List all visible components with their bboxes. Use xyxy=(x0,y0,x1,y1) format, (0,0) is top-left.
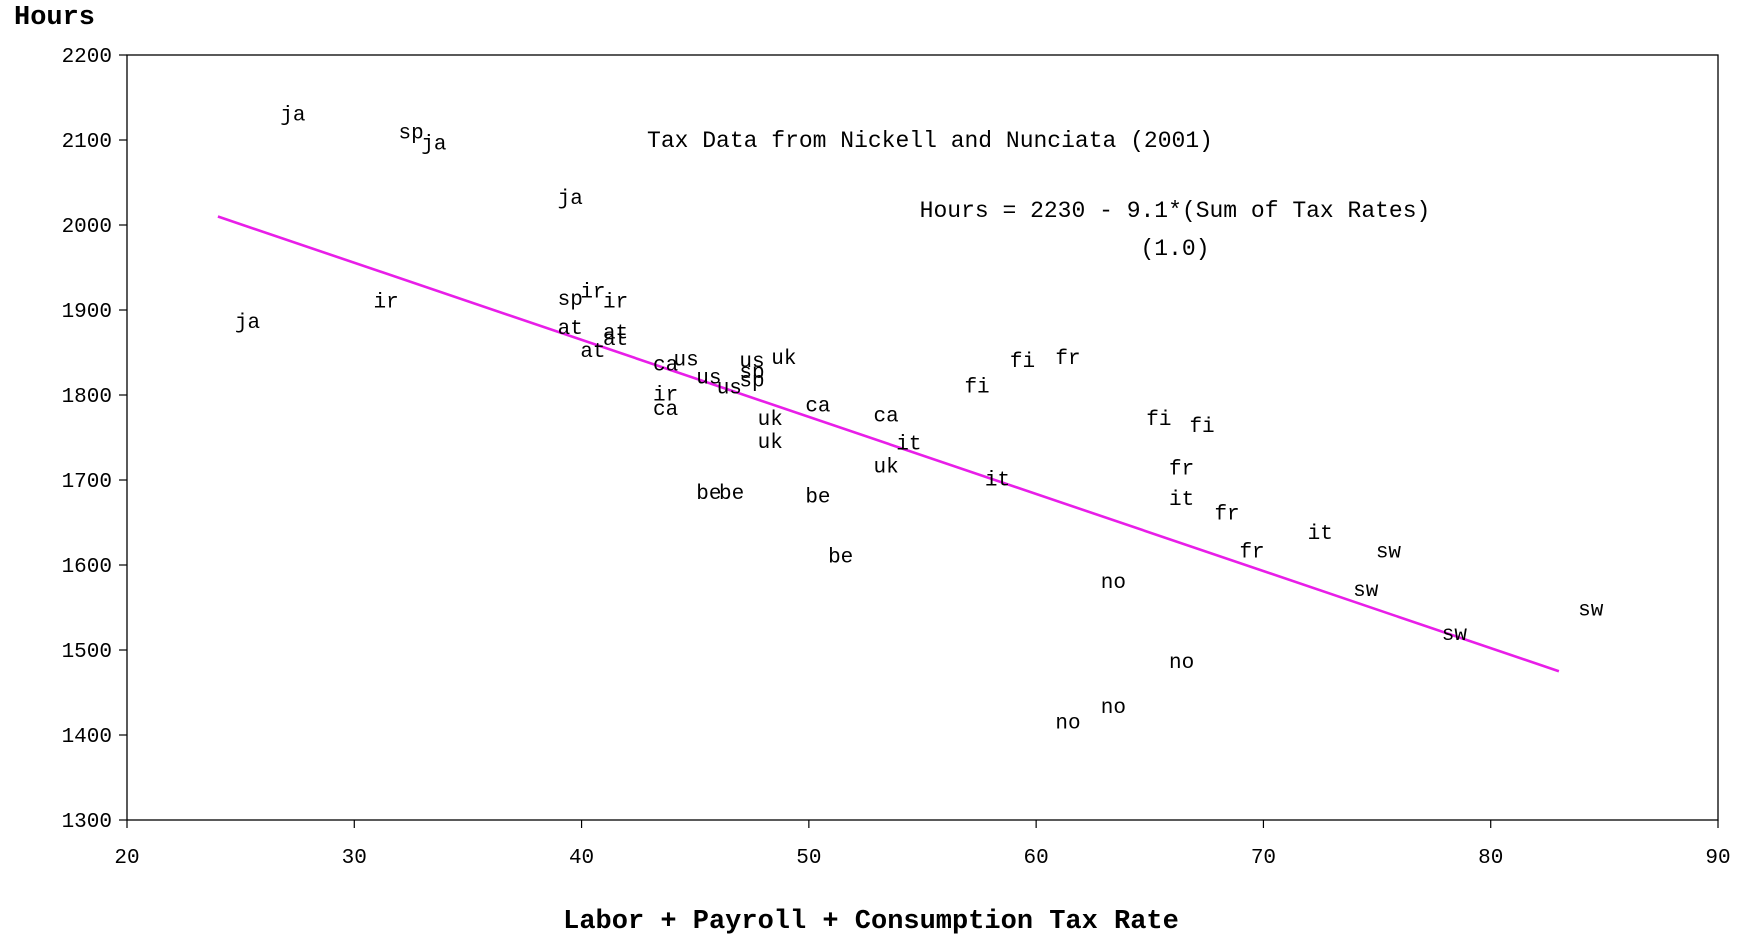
fit-line xyxy=(217,215,1560,673)
point-label-fi: fi xyxy=(1189,416,1214,439)
y-tick-label: 1300 xyxy=(62,811,112,834)
point-label-be: be xyxy=(828,547,853,570)
point-label-sw: sw xyxy=(1442,624,1468,647)
point-label-fi: fi xyxy=(1010,351,1035,374)
point-label-ja: ja xyxy=(235,312,260,335)
y-tick-label: 1900 xyxy=(62,301,112,324)
point-label-sw: sw xyxy=(1578,599,1604,622)
point-label-ca: ca xyxy=(653,399,678,422)
point-label-at: at xyxy=(580,341,605,364)
point-label-it: it xyxy=(896,434,921,457)
point-label-sp: sp xyxy=(558,289,583,312)
point-label-ca: ca xyxy=(874,406,899,429)
point-label-uk: uk xyxy=(771,348,796,371)
y-tick-label: 2000 xyxy=(62,216,112,239)
regression-equation: Hours = 2230 - 9.1*(Sum of Tax Rates) xyxy=(920,198,1431,224)
regression-std-error: (1.0) xyxy=(1140,236,1209,262)
x-tick-label: 80 xyxy=(1478,847,1503,870)
y-axis: 1300 1400 1500 1600 1700 1800 1900 2000 2100 2200 xyxy=(62,46,127,834)
point-label-fi: fi xyxy=(1146,409,1171,432)
x-tick-label: 70 xyxy=(1251,847,1276,870)
point-label-ir: ir xyxy=(580,281,605,304)
point-label-at: at xyxy=(603,322,628,345)
chart-title: Tax Data from Nickell and Nunciata (2001… xyxy=(647,128,1213,154)
y-tick-label: 2200 xyxy=(62,46,112,69)
point-label-it: it xyxy=(1308,523,1333,546)
point-label-uk: uk xyxy=(758,432,783,455)
point-label-uk: uk xyxy=(758,409,783,432)
x-axis-title: Labor + Payroll + Consumption Tax Rate xyxy=(563,907,1179,935)
y-tick-label: 1400 xyxy=(62,726,112,749)
x-tick-label: 60 xyxy=(1024,847,1049,870)
point-label-ca: ca xyxy=(805,395,830,418)
point-label-ir: ir xyxy=(603,292,628,315)
y-tick-label: 1600 xyxy=(62,556,112,579)
point-label-fr: fr xyxy=(1214,503,1239,526)
point-label-ja: ja xyxy=(558,188,583,211)
point-label-us: us xyxy=(739,351,764,374)
y-tick-label: 1700 xyxy=(62,471,112,494)
point-label-be: be xyxy=(719,483,744,506)
y-tick-label: 2100 xyxy=(62,131,112,154)
point-label-sw: sw xyxy=(1353,580,1379,603)
point-label-at: at xyxy=(558,318,583,341)
point-label-sw: sw xyxy=(1376,542,1402,565)
y-tick-label: 1500 xyxy=(62,641,112,664)
point-label-fr: fr xyxy=(1055,348,1080,371)
x-tick-label: 50 xyxy=(796,847,821,870)
point-label-uk: uk xyxy=(874,457,899,480)
point-label-ja: ja xyxy=(280,105,305,128)
point-label-be: be xyxy=(696,483,721,506)
point-label-ca: ca xyxy=(653,355,678,378)
point-label-us: us xyxy=(674,349,699,372)
point-label-no: no xyxy=(1169,652,1194,675)
regression-line xyxy=(217,215,1560,673)
point-label-at: at xyxy=(603,329,628,352)
point-label-us: us xyxy=(696,367,721,390)
x-axis: 20 30 40 50 60 70 80 90 xyxy=(114,820,1731,870)
point-label-ir: ir xyxy=(653,384,678,407)
point-label-fr: fr xyxy=(1239,542,1264,565)
point-label-sp: sp xyxy=(398,123,423,146)
point-label-be: be xyxy=(805,486,830,509)
point-label-ir: ir xyxy=(373,292,398,315)
point-label-ja: ja xyxy=(421,134,446,157)
point-label-it: it xyxy=(985,469,1010,492)
point-label-sp: sp xyxy=(739,371,764,394)
x-tick-label: 40 xyxy=(569,847,594,870)
point-label-it: it xyxy=(1169,489,1194,512)
plot-frame xyxy=(126,54,1719,821)
point-label-fi: fi xyxy=(964,377,989,400)
point-label-no: no xyxy=(1055,712,1080,735)
point-label-no: no xyxy=(1101,697,1126,720)
point-label-us: us xyxy=(717,378,742,401)
plot-area-border xyxy=(126,54,1719,821)
point-label-sp: sp xyxy=(739,362,764,385)
y-axis-title: Hours xyxy=(14,3,95,33)
point-label-fr: fr xyxy=(1169,458,1194,481)
x-tick-label: 90 xyxy=(1705,847,1730,870)
point-label-no: no xyxy=(1101,572,1126,595)
y-tick-label: 1800 xyxy=(62,386,112,409)
x-tick-label: 20 xyxy=(114,847,139,870)
x-tick-label: 30 xyxy=(342,847,367,870)
